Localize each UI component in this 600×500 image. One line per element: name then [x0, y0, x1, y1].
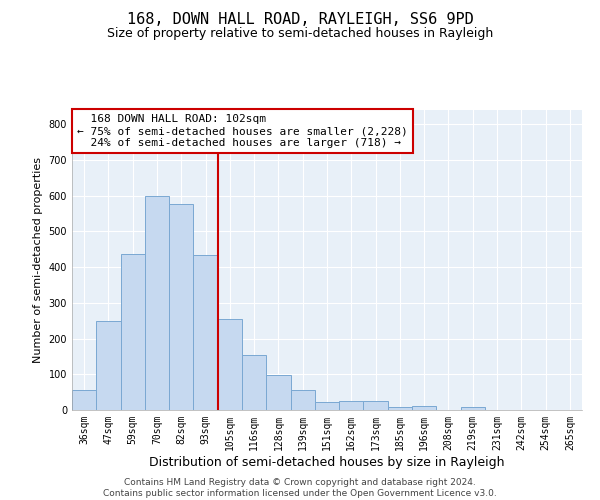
Bar — [193, 254, 218, 410]
Bar — [72, 390, 96, 410]
Bar — [339, 401, 364, 410]
Bar — [218, 319, 242, 410]
Bar — [290, 390, 315, 410]
Bar — [169, 204, 193, 410]
Text: 168 DOWN HALL ROAD: 102sqm
← 75% of semi-detached houses are smaller (2,228)
  2: 168 DOWN HALL ROAD: 102sqm ← 75% of semi… — [77, 114, 408, 148]
Bar — [121, 254, 145, 410]
Bar — [461, 407, 485, 410]
Bar — [96, 322, 121, 410]
Bar — [364, 401, 388, 410]
Bar — [388, 407, 412, 410]
X-axis label: Distribution of semi-detached houses by size in Rayleigh: Distribution of semi-detached houses by … — [149, 456, 505, 468]
Y-axis label: Number of semi-detached properties: Number of semi-detached properties — [33, 157, 43, 363]
Text: 168, DOWN HALL ROAD, RAYLEIGH, SS6 9PD: 168, DOWN HALL ROAD, RAYLEIGH, SS6 9PD — [127, 12, 473, 28]
Bar — [242, 354, 266, 410]
Text: Size of property relative to semi-detached houses in Rayleigh: Size of property relative to semi-detach… — [107, 28, 493, 40]
Bar — [315, 402, 339, 410]
Text: Contains HM Land Registry data © Crown copyright and database right 2024.
Contai: Contains HM Land Registry data © Crown c… — [103, 478, 497, 498]
Bar — [266, 376, 290, 410]
Bar — [145, 196, 169, 410]
Bar — [412, 406, 436, 410]
